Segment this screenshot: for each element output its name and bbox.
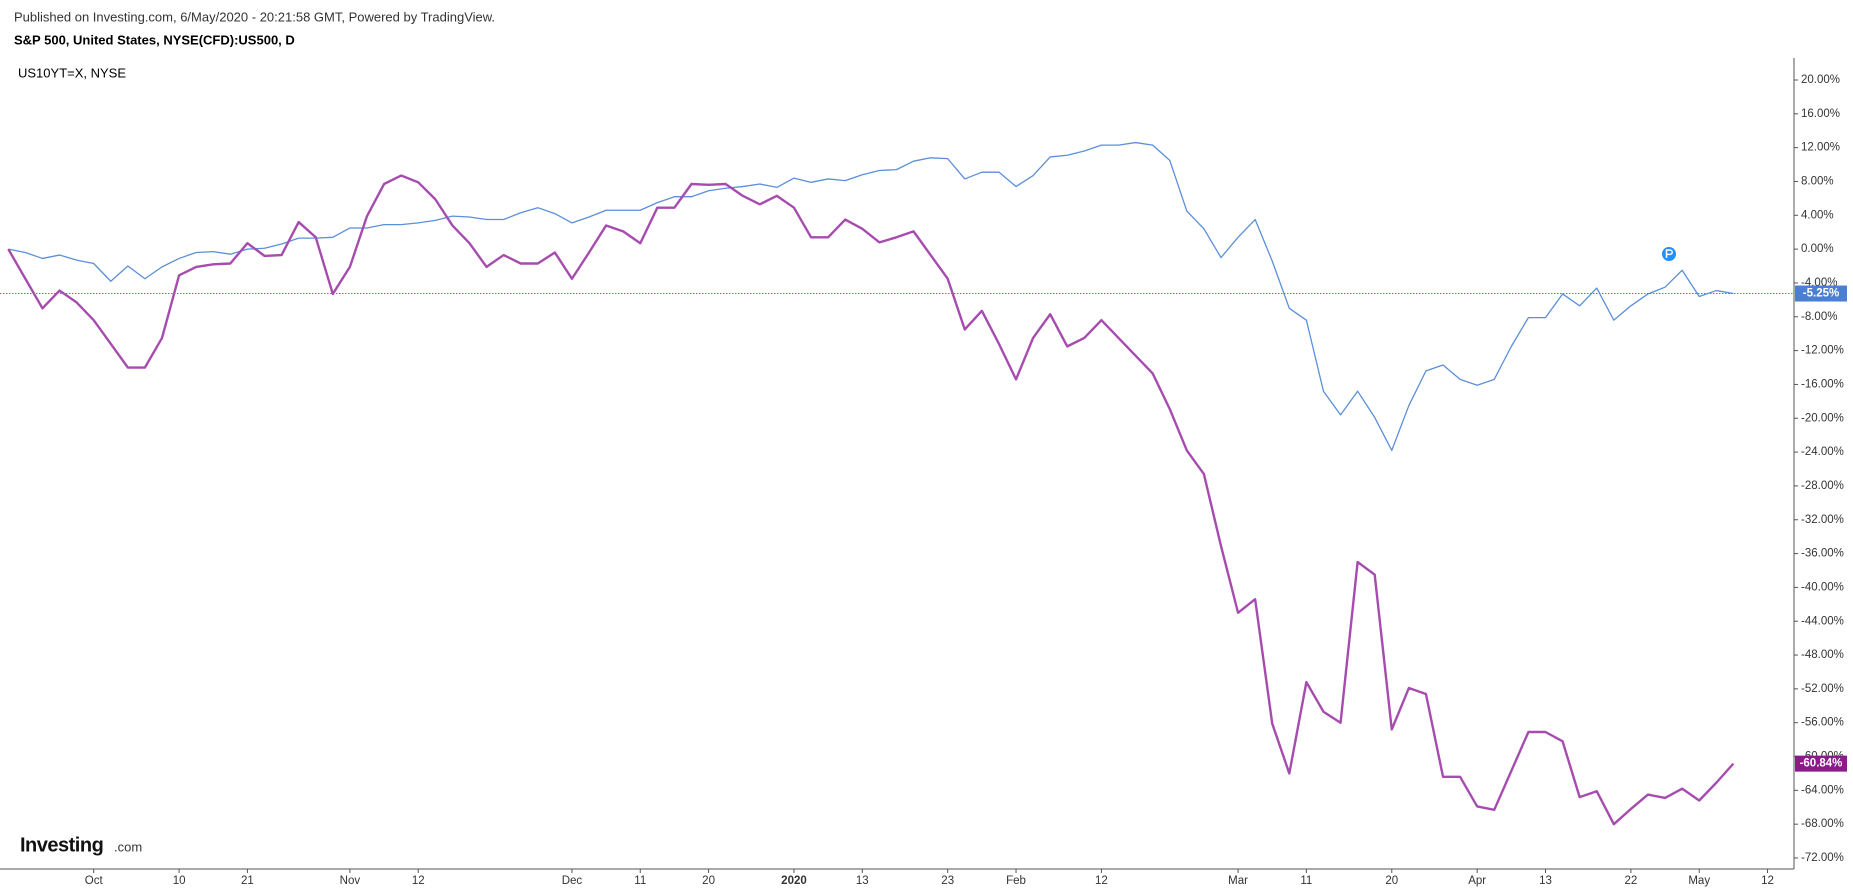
y-tick-label: -8.00% — [1801, 311, 1837, 323]
series-line — [7, 174, 1735, 826]
y-tick-label: -72.00% — [1801, 852, 1844, 864]
x-tick-label: 23 — [941, 875, 954, 887]
y-tick-label: -36.00% — [1801, 548, 1844, 560]
x-tick-label: 10 — [173, 875, 186, 887]
y-tick-label: 20.00% — [1801, 74, 1840, 86]
main-series-title: S&P 500, United States, NYSE(CFD):US500,… — [14, 32, 295, 47]
x-tick-label: 12 — [1095, 875, 1108, 887]
x-tick-label: Apr — [1468, 875, 1486, 887]
y-tick-label: -24.00% — [1801, 446, 1844, 458]
x-tick-label: 11 — [1300, 875, 1312, 887]
y-tick-label: -68.00% — [1801, 818, 1844, 830]
x-tick-label: 11 — [634, 875, 646, 887]
y-tick-label: 0.00% — [1801, 243, 1834, 255]
x-tick-label: 12 — [1761, 875, 1774, 887]
y-tick-label: -44.00% — [1801, 615, 1844, 627]
y-tick-label: -52.00% — [1801, 683, 1844, 695]
event-marker[interactable] — [1662, 247, 1676, 261]
y-tick-label: 4.00% — [1801, 209, 1834, 221]
event-marker-glyph — [1665, 249, 1673, 258]
x-tick-label: Mar — [1228, 875, 1248, 887]
y-tick-label: -64.00% — [1801, 784, 1844, 796]
x-tick-label: 13 — [856, 875, 869, 887]
x-tick-label: May — [1688, 875, 1710, 887]
last-value-label: -60.84% — [1800, 758, 1843, 770]
y-tick-label: -28.00% — [1801, 480, 1844, 492]
subtitle: Published on Investing.com, 6/May/2020 -… — [14, 9, 495, 24]
logo-main: Investing — [20, 834, 103, 856]
x-tick-label: 20 — [1385, 875, 1398, 887]
x-tick-label: 21 — [241, 875, 254, 887]
y-tick-label: -56.00% — [1801, 717, 1844, 729]
y-tick-label: -16.00% — [1801, 378, 1844, 390]
last-value-box — [1795, 285, 1847, 302]
x-tick-label: Oct — [85, 875, 104, 887]
x-tick-label: 2020 — [781, 875, 807, 887]
x-tick-label: 13 — [1539, 875, 1552, 887]
y-tick-label: -12.00% — [1801, 345, 1844, 357]
y-tick-label: 16.00% — [1801, 108, 1840, 120]
compare-series-label: US10YT=X, NYSE — [18, 65, 126, 80]
x-tick-label: Dec — [562, 875, 583, 887]
y-tick-label: -32.00% — [1801, 514, 1844, 526]
series-line — [8, 141, 1734, 452]
logo-suffix: .com — [114, 839, 142, 854]
x-tick-label: 12 — [412, 875, 425, 887]
y-tick-label: -48.00% — [1801, 649, 1844, 661]
y-tick-label: 12.00% — [1801, 142, 1840, 154]
y-tick-label: -20.00% — [1801, 412, 1844, 424]
x-tick-label: 20 — [702, 875, 715, 887]
x-tick-label: Nov — [340, 875, 361, 887]
y-tick-label: -40.00% — [1801, 581, 1844, 593]
x-tick-label: 22 — [1625, 875, 1638, 887]
last-value-box — [1795, 755, 1847, 772]
y-tick-label: 8.00% — [1801, 176, 1834, 188]
x-tick-label: Feb — [1006, 875, 1026, 887]
last-value-label: -5.25% — [1803, 288, 1839, 300]
